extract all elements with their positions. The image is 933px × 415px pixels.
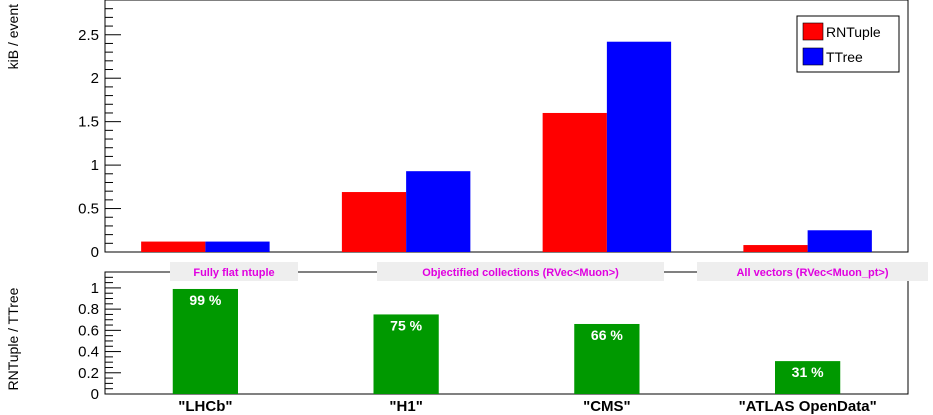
bar-ttree: [807, 230, 872, 252]
annotation-label: Objectified collections (RVec<Muon>): [422, 267, 619, 279]
bar-ttree: [205, 241, 270, 252]
legend-swatch-rntuple: [802, 22, 824, 41]
bar-rntuple: [341, 192, 407, 252]
legend: RNTuple TTree: [796, 15, 900, 73]
top-y-tick-label: 0: [91, 244, 99, 261]
bar-rntuple: [743, 245, 808, 252]
bottom-y-tick-label: 1: [91, 280, 99, 297]
bar-ttree: [606, 41, 672, 253]
annotation-label: All vectors (RVec<Muon_pt>): [736, 267, 888, 279]
bottom-y-tick-label: 0: [91, 386, 99, 403]
legend-swatch-ttree: [802, 47, 824, 66]
bottom-y-axis-label: RNTuple / TTree: [5, 287, 21, 390]
bottom-y-tick-label: 0.4: [78, 344, 99, 361]
ratio-data-label: 66 %: [591, 327, 623, 343]
ratio-data-label: 31 %: [792, 364, 824, 380]
annotation-box: [377, 262, 664, 281]
top-y-axis-label: kiB / event: [5, 4, 21, 69]
bar-rntuple: [542, 112, 607, 252]
top-y-tick-label: 0.5: [78, 201, 99, 218]
ratio-bar: [373, 314, 439, 394]
category-label: "H1": [389, 398, 422, 415]
bar-ttree: [406, 171, 471, 252]
ratio-bar: [574, 323, 640, 394]
annotation-label: Fully flat ntuple: [193, 267, 274, 279]
annotation-box: [697, 262, 928, 281]
ratio-plot: 0 0.2 0.4 0.6 0.8 1 Fully flat ntuple Objectifi…: [78, 262, 928, 415]
category-label: "LHCb": [178, 398, 232, 415]
category-label: "CMS": [583, 398, 631, 415]
annotation-box: [170, 262, 298, 281]
bottom-y-tick-label: 0.8: [78, 301, 99, 318]
top-plot-frame: [104, 0, 909, 253]
ratio-bar: [172, 288, 238, 394]
top-y-tick-label: 2.5: [78, 27, 99, 44]
top-y-tick-label: 1.5: [78, 114, 99, 131]
ratio-data-label: 75 %: [390, 317, 422, 333]
top-y-tick-label: 2: [91, 70, 99, 87]
legend-label: TTree: [826, 49, 863, 65]
bottom-y-tick-label: 0.2: [78, 365, 99, 382]
ratio-bar: [775, 361, 841, 394]
bottom-y-tick-label: 0.6: [78, 322, 99, 339]
legend-label: RNTuple: [826, 24, 881, 40]
category-label: "ATLAS OpenData": [739, 398, 877, 415]
bar-rntuple: [141, 241, 206, 252]
size-per-event-plot: 0 0.5 1 1.5 2 2.5 RNTuple TTree: [78, 0, 909, 261]
ratio-data-label: 99 %: [189, 292, 221, 308]
top-y-tick-label: 1: [91, 157, 99, 174]
